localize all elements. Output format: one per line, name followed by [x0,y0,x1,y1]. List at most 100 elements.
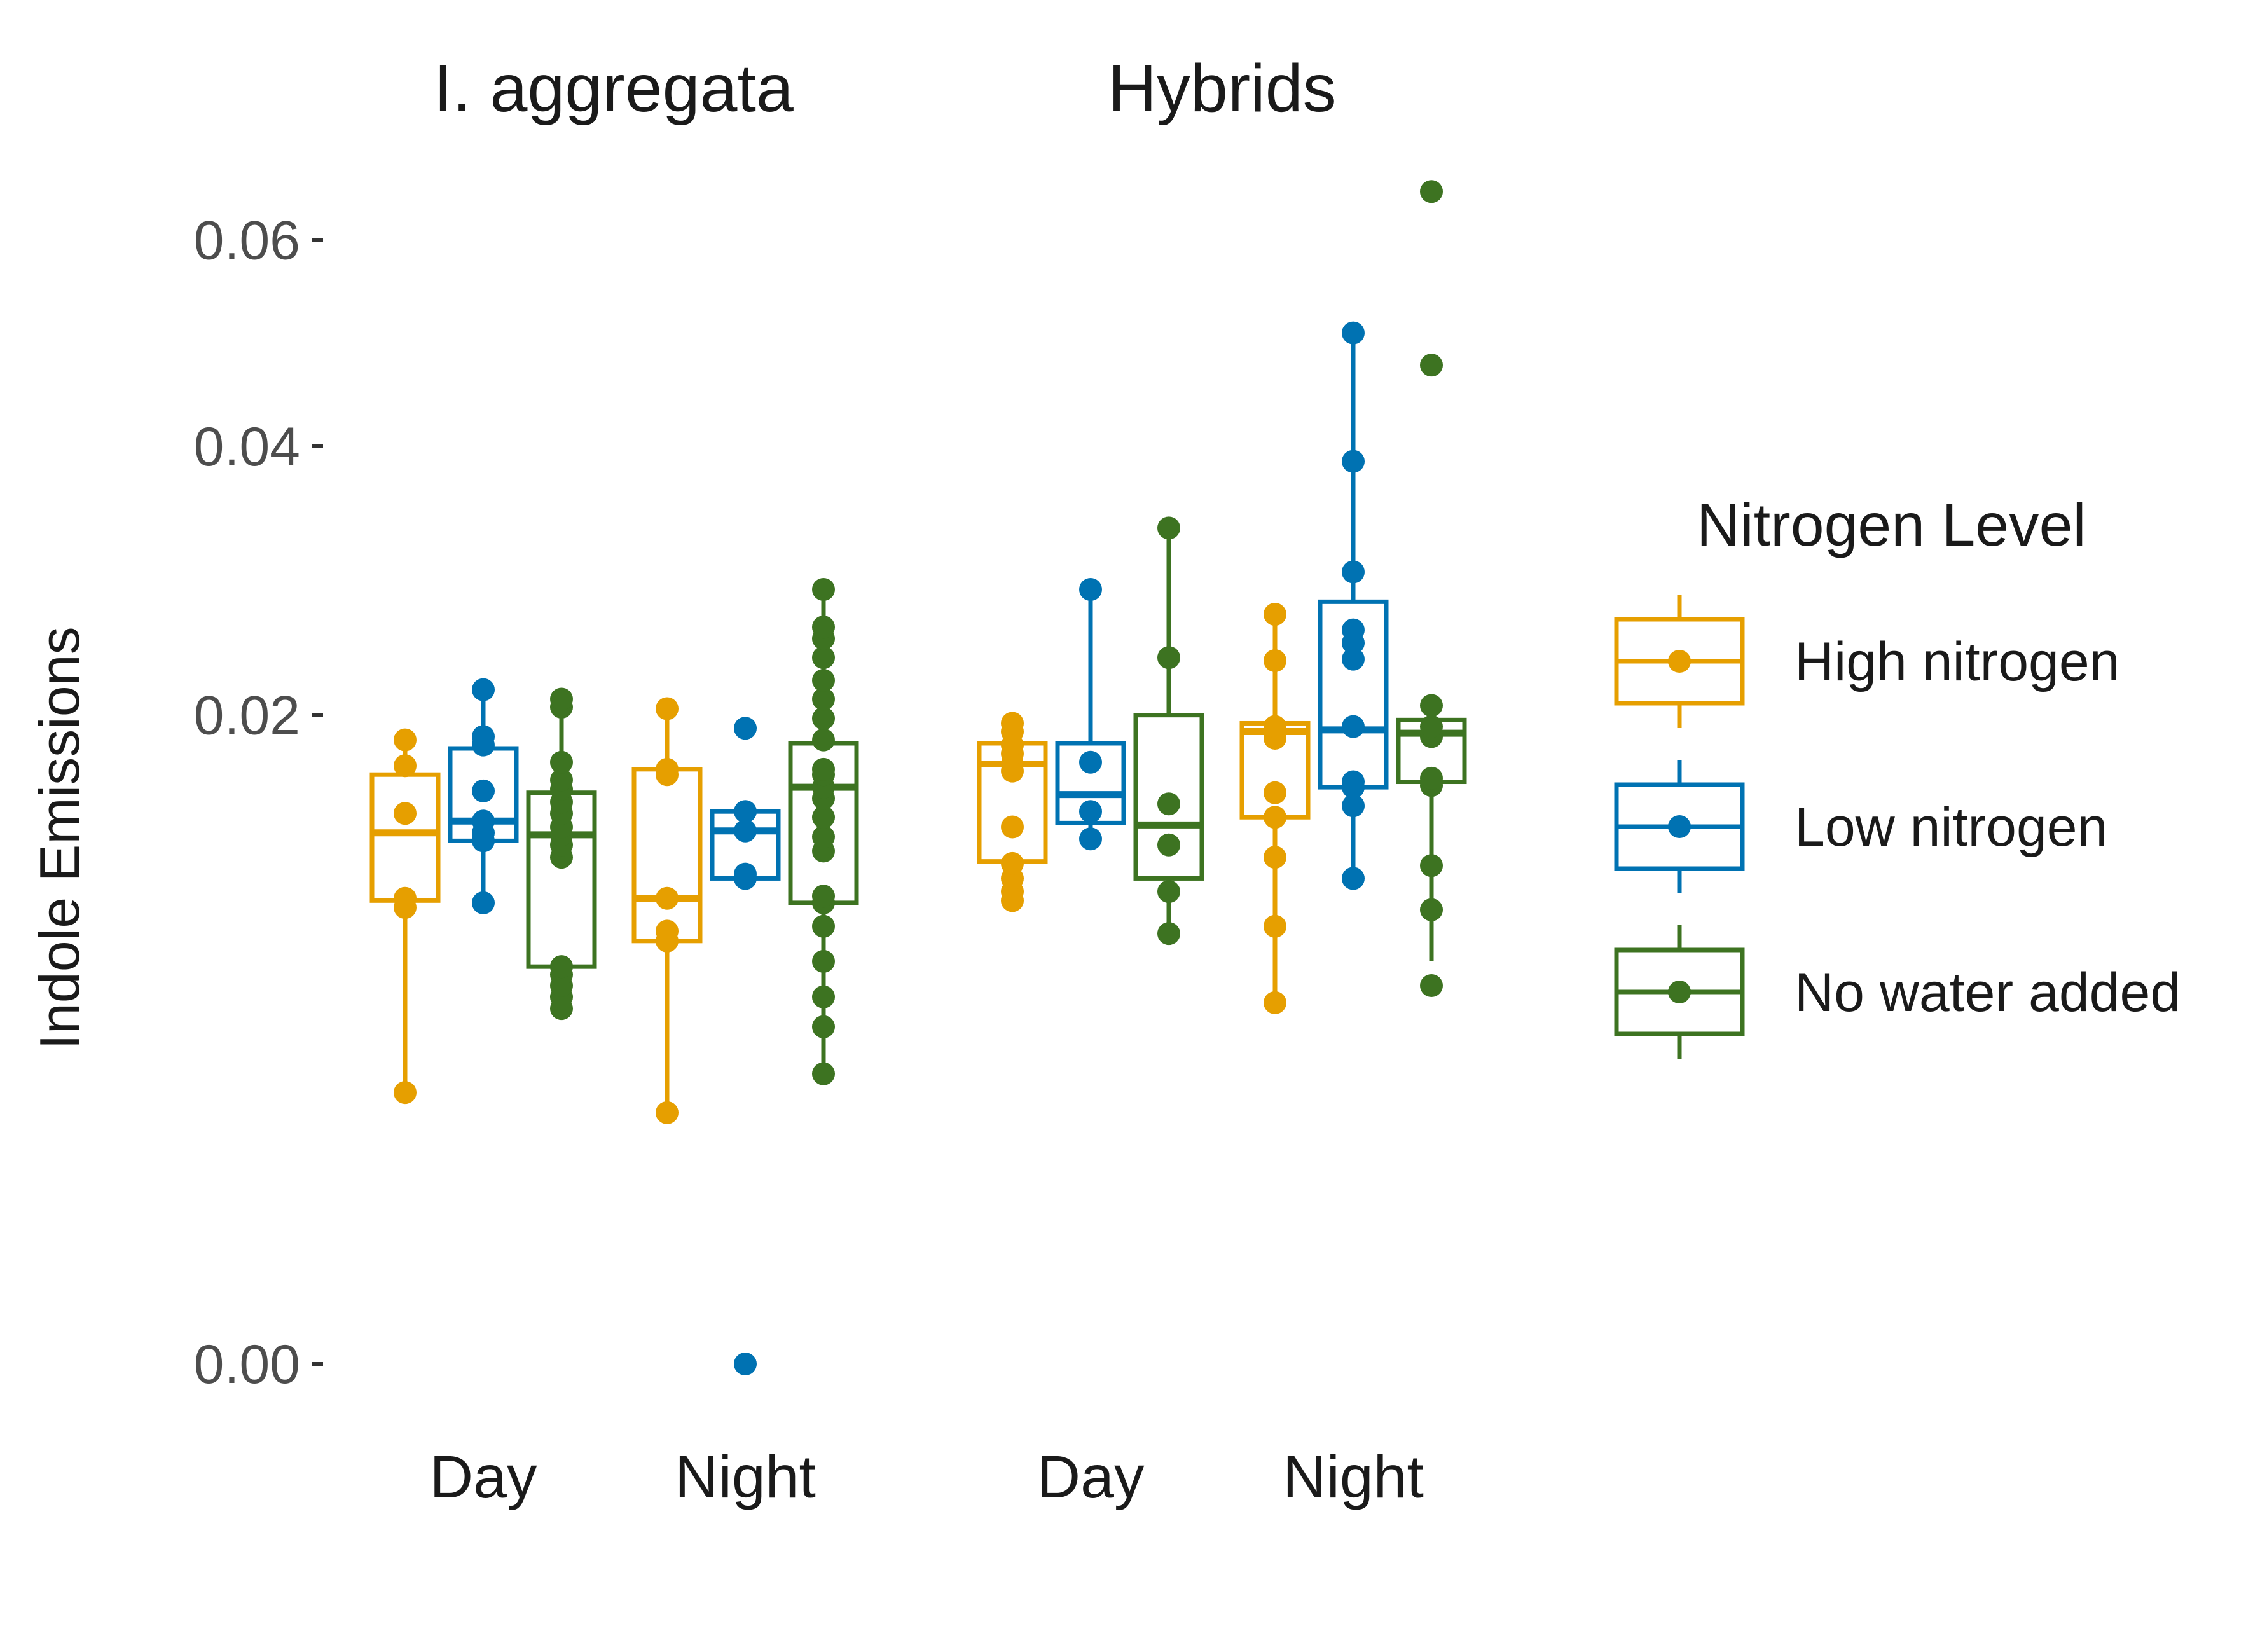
data-point [1264,914,1286,938]
data-point [1264,603,1286,626]
box-group-no-water-added-hybrids-night [1396,180,1467,998]
data-point [1342,321,1365,345]
data-point [1420,354,1443,377]
box-group-no-water-added-i-aggregata-night [788,577,859,1085]
data-point [1420,180,1443,203]
data-point [1157,922,1180,946]
data-point [1342,770,1365,794]
legend-item-high-nitrogen: High nitrogen [1614,595,2120,728]
facet-title-i-aggregata: I. aggregata [434,51,794,126]
data-point [394,754,417,778]
legend-label: Low nitrogen [1795,797,2107,858]
data-point [1342,618,1365,642]
data-point [1079,827,1102,851]
data-point [812,806,835,829]
data-point [812,706,835,730]
data-point [550,768,573,792]
data-point [734,800,757,823]
data-point [734,819,757,843]
legend-title: Nitrogen Level [1697,492,2086,559]
legend-label: No water added [1795,962,2181,1023]
box-group-high-nitrogen-i-aggregata-day [369,728,441,1105]
data-point [1264,846,1286,869]
data-point [472,725,495,748]
facet-title-hybrids: Hybrids [1108,51,1336,126]
data-point [1079,577,1102,601]
data-point [1001,712,1024,735]
data-point [1342,450,1365,473]
data-point [1264,781,1286,804]
data-point [1157,792,1180,816]
data-point [812,728,835,752]
data-point [1079,800,1102,823]
y-tick-label: 0.00 [194,1334,300,1395]
data-point [812,1062,835,1085]
box-group-high-nitrogen-hybrids-day [977,712,1048,912]
legend-key-point [1668,815,1691,838]
data-point [812,577,835,601]
facet-titles: I. aggregata Hybrids [434,51,1337,126]
data-point [812,949,835,973]
data-point [550,955,573,979]
data-point [812,757,835,781]
data-point [812,914,835,938]
data-point [550,750,573,774]
data-point [1001,851,1024,875]
data-point [812,985,835,1008]
data-point [1157,880,1180,904]
data-point [1420,854,1443,878]
box [1055,741,1126,825]
data-point [1420,694,1443,717]
data-point [472,678,495,701]
data-point [1420,766,1443,790]
data-point [812,646,835,670]
data-point [812,668,835,692]
data-point [1420,715,1443,738]
box-group-high-nitrogen-i-aggregata-night [631,697,703,1124]
box-group-low-nitrogen-hybrids-day [1055,577,1126,851]
data-point [812,687,835,711]
data-point [1157,646,1180,670]
box-group-low-nitrogen-i-aggregata-day [448,678,519,914]
legend-item-no-water-added: No water added [1614,925,2181,1059]
data-point [550,687,573,711]
legend-label: High nitrogen [1795,631,2120,692]
data-point [394,886,417,910]
y-tick-label: 0.06 [194,210,300,272]
y-tick-label: 0.02 [194,685,300,747]
box-group-low-nitrogen-hybrids-night [1318,321,1389,890]
data-point [1264,649,1286,672]
box [1133,713,1204,881]
data-point [394,802,417,825]
x-tick-label-day: Day [430,1443,537,1511]
x-tick-label-day: Day [1037,1443,1145,1511]
x-tick-label-night: Night [1283,1443,1424,1511]
data-point [1264,715,1286,738]
data-point [1079,750,1102,774]
data-point [472,809,495,833]
data-point [734,717,757,740]
data-point [656,1101,679,1124]
box-group-no-water-added-i-aggregata-day [526,687,597,1021]
y-tick-label: 0.04 [194,416,300,478]
data-point [1001,815,1024,839]
legend-item-low-nitrogen: Low nitrogen [1614,760,2107,893]
series-low-nitrogen [448,321,1389,1375]
box-group-no-water-added-hybrids-day [1133,516,1204,946]
data-point [1342,715,1365,738]
data-point [734,862,757,886]
series-no-water-added [526,180,1467,1085]
legend-key-point [1668,981,1691,1003]
box-group-low-nitrogen-i-aggregata-night [710,717,781,1375]
legend: Nitrogen Level High nitrogen Low nitrogen… [1614,492,2181,1059]
y-axis-title: Indole Emissions [28,626,91,1049]
data-point [656,919,679,943]
data-point [1342,560,1365,584]
data-point [472,891,495,914]
box [631,767,703,944]
data-point [812,885,835,908]
data-point [656,886,679,910]
data-point [472,779,495,802]
data-point [1264,806,1286,829]
